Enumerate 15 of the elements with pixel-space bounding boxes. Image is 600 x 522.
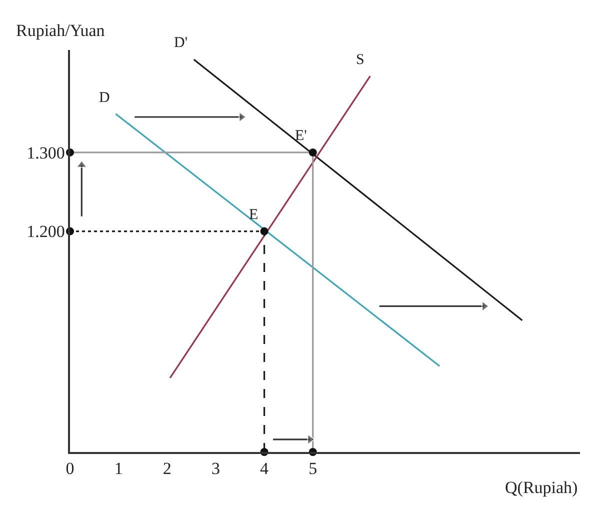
y-tick-label: 1.200 <box>26 222 65 242</box>
x-tick-label: 5 <box>308 459 318 478</box>
annotation: D' <box>174 35 188 51</box>
annotation: S <box>356 52 364 68</box>
annotation: D <box>99 90 110 106</box>
x-tick-label: 0 <box>66 459 74 478</box>
y-tick-label: 1.300 <box>26 143 65 162</box>
x-axis-title: Q(Rupiah) <box>505 478 578 497</box>
annotation: E' <box>295 128 308 144</box>
x-tick-label: 2 <box>162 459 172 478</box>
x-tick-label: 4 <box>260 459 270 478</box>
x-tick-label: 3 <box>211 459 220 478</box>
annotation: E <box>249 207 258 223</box>
x-tick-label: 1 <box>114 459 123 478</box>
y-axis-title: Rupiah/Yuan <box>16 21 106 40</box>
